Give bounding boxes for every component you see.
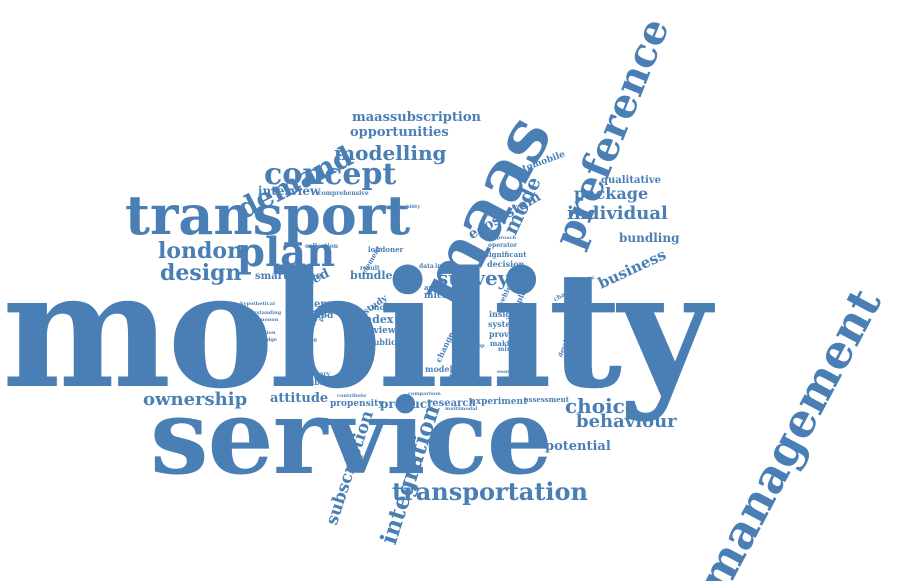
word-essential: essential xyxy=(497,369,522,375)
word-scheme: scheme xyxy=(295,299,338,310)
word-transport: transport xyxy=(125,183,411,247)
word-maassubscription: maassubscription xyxy=(352,110,481,125)
word-multimodal: multimodal xyxy=(445,406,478,412)
word-hypothetical: hypothetical xyxy=(240,301,275,307)
word-attitude: attitude xyxy=(270,391,329,406)
word-behaviour: behaviour xyxy=(576,411,677,432)
word-impact: impact xyxy=(435,263,459,270)
word-london: london xyxy=(158,238,244,264)
word-opportunities: opportunities xyxy=(350,125,449,140)
word-concept: concept xyxy=(264,157,397,192)
word-transferability: transferability xyxy=(380,204,421,210)
word-phenomenon: phenomenon xyxy=(242,317,279,323)
word-decision: decision xyxy=(487,259,525,269)
word-mobility: mobility xyxy=(2,236,711,424)
word-individual: individual xyxy=(567,203,668,224)
word-assessment: assessment xyxy=(524,395,569,404)
word-understanding: understanding xyxy=(240,310,282,316)
word-management: management xyxy=(686,279,892,581)
word-service: service xyxy=(150,375,553,498)
word-comparison: comparison xyxy=(408,391,441,397)
word-system: system xyxy=(488,319,519,329)
word-research: research xyxy=(427,398,476,409)
word-insight: insight xyxy=(489,309,521,319)
word-interview: interview xyxy=(258,184,321,198)
word-provide: provide xyxy=(489,329,523,339)
word-collection: collection xyxy=(305,243,339,250)
word-ownership: ownership xyxy=(143,389,248,410)
word-result: result xyxy=(360,265,380,272)
word-bundling: bundling xyxy=(619,231,680,245)
word-propensity: propensity xyxy=(330,399,384,409)
word-feasibility: feasibility xyxy=(293,377,338,387)
word-index: index xyxy=(360,313,394,326)
word-group: group xyxy=(468,343,485,349)
word-plan: plan xyxy=(237,229,336,276)
word-method: method xyxy=(295,311,334,321)
word-survey: survey xyxy=(437,266,510,290)
word-londoner: londoner xyxy=(368,245,404,254)
word-approach: approach xyxy=(490,235,517,241)
word-smartphone: smartphone xyxy=(255,271,323,282)
word-significant: significant xyxy=(485,250,527,259)
word-bundle: bundle xyxy=(350,269,393,282)
word-data: data xyxy=(419,263,434,270)
word-experiment: experiment xyxy=(470,397,528,407)
word-design: design xyxy=(160,260,242,286)
word-qualitative: qualitative xyxy=(601,175,662,186)
word-transportation: transportation xyxy=(392,477,588,506)
word-package: package xyxy=(574,184,649,203)
word-public: public xyxy=(368,337,396,347)
word-mixed: mixed xyxy=(498,346,519,353)
word-modelling: modelling xyxy=(334,141,447,165)
word-willing: willing xyxy=(298,337,318,343)
word-product: product xyxy=(380,397,433,411)
word-application: application xyxy=(244,330,276,336)
word-dictionary: dictionary xyxy=(296,371,331,378)
word-choice: choice xyxy=(565,394,638,418)
word-comprehensive: comprehensive xyxy=(318,190,369,197)
word-micro: micro xyxy=(424,291,454,301)
word-review: review xyxy=(363,326,396,336)
word-operator: operator xyxy=(488,242,517,249)
word-area: area xyxy=(424,283,442,292)
word-knowledge: knowledge xyxy=(247,337,277,343)
word-contribute: contribute xyxy=(337,393,367,399)
word-model: model xyxy=(425,364,453,374)
word-making: making xyxy=(490,339,520,348)
word-potential: potential xyxy=(545,439,611,454)
word-more: more xyxy=(371,302,395,312)
